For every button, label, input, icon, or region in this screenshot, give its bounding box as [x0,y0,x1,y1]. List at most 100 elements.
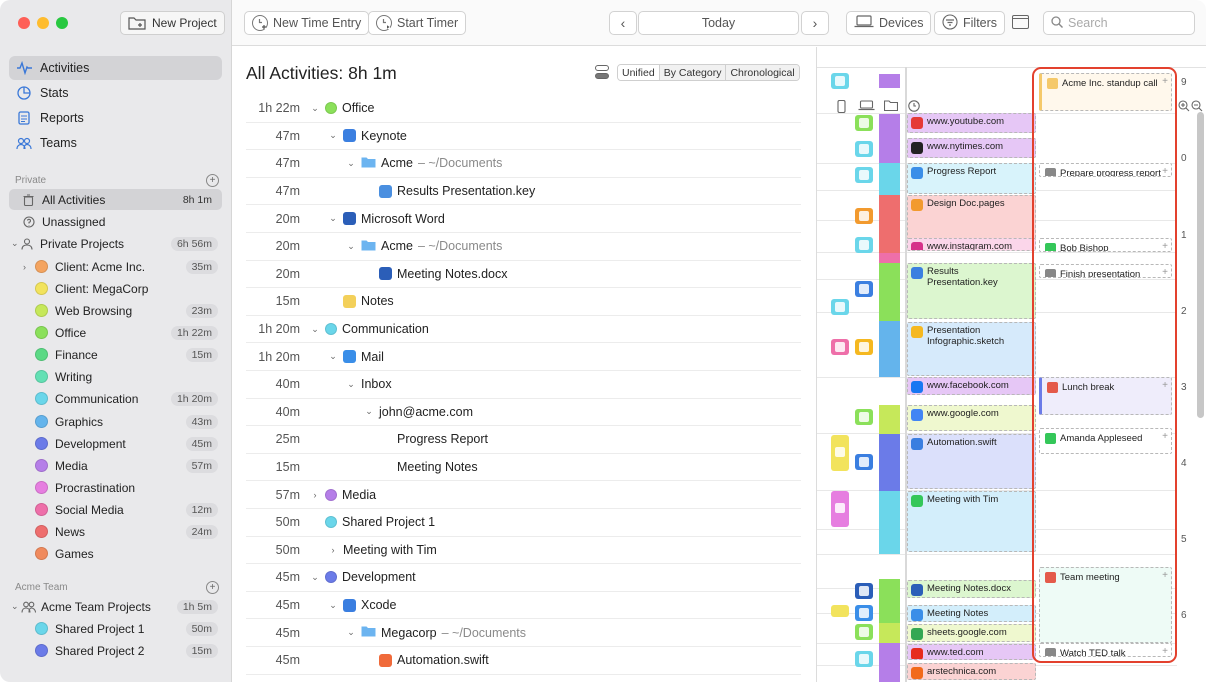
activity-row[interactable]: 25m Progress Report [246,426,801,454]
app-usage-block[interactable]: Design Doc.pages [907,195,1036,242]
mail-mini-icon[interactable] [831,435,849,471]
activity-row[interactable]: 57m › Media [246,481,801,509]
sketch-mini-icon[interactable] [855,339,873,355]
keynote-mini-icon[interactable] [855,281,873,297]
zoom-window-button[interactable] [56,17,68,29]
sidebar-project-item[interactable]: › Client: Acme Inc. 35m [9,256,222,277]
category-bar-graphics[interactable] [879,321,900,377]
chrome-mini-icon[interactable] [855,409,873,425]
activity-row[interactable]: 45m ⌄ Megacorp – ~/Documents [246,619,801,647]
clock-icon[interactable] [907,100,920,113]
chevron-right-icon[interactable]: › [313,489,317,500]
safari-mini-icon[interactable] [831,73,849,89]
activity-row[interactable]: 45m ⌄ Development [246,564,801,592]
app-usage-block[interactable]: www.youtube.com [907,113,1036,133]
calendar-event[interactable]: Amanda Appleseed + [1039,428,1172,454]
chevron-down-icon[interactable]: ⌄ [365,406,373,417]
activity-row[interactable]: 47m ⌄ Keynote [246,123,801,151]
sidebar-project-item[interactable]: Graphics 43m [9,411,222,432]
sidebar-item-activities[interactable]: Activities [9,56,222,80]
sidebar-item-reports[interactable]: Reports [9,106,222,130]
zoom-in-icon[interactable] [1177,100,1190,113]
activity-row[interactable]: 20m Meeting Notes.docx [246,261,801,289]
app-usage-block[interactable]: Meeting with Tim [907,491,1036,552]
previous-day-button[interactable]: ‹ [609,11,637,35]
activity-row[interactable]: 20m ⌄ Acme – ~/Documents [246,233,801,261]
add-icon[interactable]: + [1162,166,1168,177]
category-bar-communication[interactable] [879,163,900,195]
zoom-out-icon[interactable] [1190,100,1203,113]
calendar-event[interactable]: Acme Inc. standup call + [1039,73,1172,111]
sidebar-unassigned[interactable]: Unassigned [9,211,222,232]
xcode-mini-icon[interactable] [855,454,873,470]
add-team-project-button[interactable]: + [206,581,219,594]
sidebar-project-item[interactable]: Media 57m [9,455,222,476]
category-bar-development[interactable] [879,434,900,491]
add-icon[interactable]: + [1162,570,1168,581]
laptop-device-icon[interactable] [857,100,875,113]
activity-row[interactable]: 47m ⌄ Acme – ~/Documents [246,150,801,178]
category-bar-media[interactable] [879,643,900,682]
add-icon[interactable]: + [1162,431,1168,442]
app-usage-block[interactable]: www.facebook.com [907,377,1036,395]
activity-row[interactable]: 1h 20m ⌄ Communication [246,316,801,344]
devices-button[interactable]: Devices [846,11,932,35]
app-usage-block[interactable]: Progress Report [907,163,1036,194]
calendar-event[interactable]: Lunch break + [1039,377,1172,415]
today-button[interactable]: Today [638,11,799,35]
chevron-down-icon[interactable]: ⌄ [11,601,19,611]
calendar-event[interactable]: Watch TED talk + [1039,643,1172,657]
sidebar-item-teams[interactable]: Teams [9,131,222,155]
activity-row[interactable]: 45m Automation.swift [246,647,801,675]
mail-mini-icon[interactable] [831,605,849,617]
sidebar-project-item[interactable]: Games [9,543,222,564]
sidebar-team-project-item[interactable]: Shared Project 2 15m [9,640,222,661]
app-usage-block[interactable]: Meeting Notes.docx [907,580,1036,598]
app-usage-block[interactable]: Automation.swift [907,434,1036,489]
category-bar-office[interactable] [879,579,900,623]
add-icon[interactable]: + [1162,76,1168,87]
notes-mini-icon[interactable] [831,339,849,355]
calendar-event[interactable]: Bob Bishop + [1039,238,1172,252]
sidebar-item-stats[interactable]: Stats [9,81,222,105]
activity-row[interactable]: 50m Shared Project 1 [246,509,801,537]
chevron-right-icon[interactable]: › [331,544,335,555]
category-bar-media[interactable] [879,114,900,163]
sidebar-project-item[interactable]: Social Media 12m [9,499,222,520]
category-bar-office[interactable] [879,263,900,321]
sidebar-project-item[interactable]: News 24m [9,521,222,542]
activity-row[interactable]: 15m Meeting Notes [246,454,801,482]
start-timer-button[interactable]: Start Timer [368,11,467,35]
sidebar-project-item[interactable]: Client: MegaCorp [9,278,222,299]
calendar-event[interactable]: Team meeting + [1039,567,1172,643]
app-usage-block[interactable]: www.google.com [907,405,1036,431]
chevron-down-icon[interactable]: ⌄ [347,378,355,389]
word-mini-icon[interactable] [855,583,873,599]
activity-row[interactable]: 15m Notes [246,288,801,316]
activity-row[interactable]: 47m Results Presentation.key [246,178,801,206]
safari-mini-icon[interactable] [855,141,873,157]
view-chronological-tab[interactable]: Chronological [726,65,799,80]
category-bar-web[interactable] [879,405,900,434]
chevron-down-icon[interactable]: ⌄ [329,130,337,141]
sidebar-all-activities[interactable]: All Activities 8h 1m [9,189,222,210]
chevron-down-icon[interactable]: ⌄ [329,213,337,224]
chevron-down-icon[interactable]: ⌄ [311,323,319,334]
notes-mini-icon[interactable] [831,491,849,527]
activity-row[interactable]: 1h 20m ⌄ Mail [246,343,801,371]
category-bar-web[interactable] [879,623,900,643]
chevron-down-icon[interactable]: ⌄ [347,240,355,251]
activity-row[interactable]: 50m › Meeting with Tim [246,537,801,565]
app-usage-block[interactable]: arstechnica.com [907,663,1036,680]
new-project-button[interactable]: New Project [120,11,225,35]
add-private-project-button[interactable]: + [206,174,219,187]
sidebar-team-project-item[interactable]: Shared Project 1 50m [9,618,222,639]
category-bar-news[interactable] [879,195,900,253]
add-icon[interactable]: + [1162,241,1168,252]
search-input[interactable]: Search [1043,11,1195,35]
sidebar-toggle-icon[interactable] [1012,15,1029,29]
new-time-entry-button[interactable]: New Time Entry [244,11,370,35]
sidebar-project-item[interactable]: Procrastination [9,477,222,498]
chevron-down-icon[interactable]: ⌄ [311,571,319,582]
next-day-button[interactable]: › [801,11,829,35]
